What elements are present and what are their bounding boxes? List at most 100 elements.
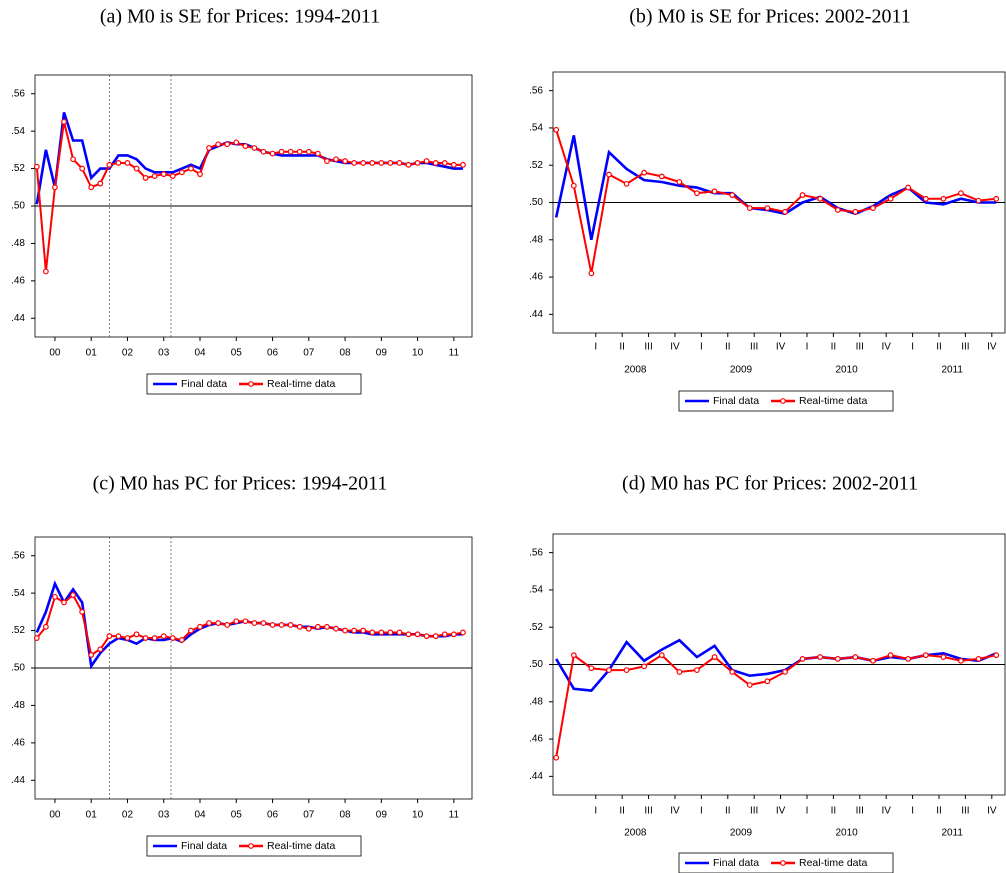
legend-label: Real-time data xyxy=(267,378,335,390)
y-tick-label: .44 xyxy=(529,309,543,320)
point-marker xyxy=(133,631,140,638)
point-marker xyxy=(387,160,394,166)
point-marker xyxy=(242,143,249,150)
x-tick-label: I xyxy=(806,342,809,353)
chart-title: (c) M0 has PC for Prices: 1994-2011 xyxy=(93,473,388,495)
point-marker xyxy=(206,145,212,151)
point-marker xyxy=(61,599,67,606)
point-marker xyxy=(606,171,612,178)
x-tick-label: 11 xyxy=(449,810,460,821)
point-marker xyxy=(834,656,841,662)
x-tick-label: 04 xyxy=(194,810,206,821)
x-tick-label: I xyxy=(700,806,703,817)
point-marker xyxy=(658,173,665,180)
x-tick-label: IV xyxy=(987,342,997,353)
point-marker xyxy=(42,268,49,275)
y-tick-label: .56 xyxy=(529,547,543,558)
point-marker xyxy=(729,669,736,675)
x-tick-label: 01 xyxy=(86,810,98,821)
x-tick-label: 05 xyxy=(231,348,243,359)
point-marker xyxy=(169,635,176,641)
legend-label: Final data xyxy=(713,857,759,869)
point-marker xyxy=(641,663,648,670)
x-tick-label: IV xyxy=(670,806,680,817)
series-line xyxy=(555,638,997,692)
y-tick-label: .46 xyxy=(529,272,543,283)
x-tick-label: III xyxy=(644,342,652,353)
legend-label: Real-time data xyxy=(799,395,867,407)
x-tick-label: 02 xyxy=(122,348,134,359)
x-tick-label: I xyxy=(911,806,914,817)
point-marker xyxy=(623,180,630,187)
y-tick-label: .48 xyxy=(11,700,25,711)
point-marker xyxy=(396,629,403,636)
x-tick-label: 01 xyxy=(86,348,98,359)
point-marker xyxy=(676,669,683,675)
point-marker xyxy=(922,652,929,659)
x-tick-label: 04 xyxy=(194,348,206,359)
point-marker xyxy=(188,627,194,634)
point-marker xyxy=(360,160,367,166)
point-marker xyxy=(106,161,113,168)
chart-title: (a) M0 is SE for Prices: 1994-2011 xyxy=(100,6,380,28)
point-marker xyxy=(852,654,859,660)
point-marker xyxy=(870,657,876,664)
legend-label: Real-time data xyxy=(267,840,335,852)
x-tick-label: II xyxy=(619,806,625,817)
series-line xyxy=(35,121,463,272)
point-marker xyxy=(940,195,947,202)
point-marker xyxy=(387,629,394,636)
point-marker xyxy=(729,192,736,198)
x-tick-label: I xyxy=(594,342,597,353)
x-tick-label: I xyxy=(806,806,809,817)
point-marker xyxy=(351,627,358,634)
point-marker xyxy=(887,195,894,202)
series-line xyxy=(555,129,997,274)
x-tick-label: IV xyxy=(776,342,786,353)
x-tick-label: 00 xyxy=(49,348,61,359)
point-marker xyxy=(287,622,294,628)
point-marker xyxy=(342,158,348,164)
x-group-label: 2010 xyxy=(835,828,858,839)
point-marker xyxy=(746,682,753,688)
point-marker xyxy=(278,622,285,628)
x-tick-label: IV xyxy=(987,806,997,817)
point-marker xyxy=(206,620,212,626)
point-marker xyxy=(269,622,276,628)
point-marker xyxy=(142,635,149,641)
x-group-label: 2008 xyxy=(624,828,647,839)
point-marker xyxy=(694,667,700,673)
point-marker xyxy=(553,754,560,761)
point-marker xyxy=(378,160,385,166)
point-marker xyxy=(423,158,430,164)
x-tick-label: II xyxy=(725,342,731,353)
x-tick-label: I xyxy=(594,806,597,817)
x-tick-label: 08 xyxy=(340,348,352,359)
x-tick-label: 03 xyxy=(158,810,170,821)
point-marker xyxy=(260,620,267,626)
point-marker xyxy=(52,184,58,191)
point-marker xyxy=(588,270,595,277)
x-tick-label: II xyxy=(831,806,837,817)
point-marker xyxy=(142,175,149,181)
point-marker xyxy=(233,139,240,146)
y-tick-label: .46 xyxy=(11,275,25,286)
x-group-label: 2010 xyxy=(835,365,858,376)
point-marker xyxy=(351,160,358,166)
point-marker xyxy=(676,179,683,185)
series-line xyxy=(35,112,463,205)
x-group-label: 2008 xyxy=(624,365,647,376)
y-tick-label: .44 xyxy=(11,775,25,786)
point-marker xyxy=(314,623,321,630)
point-marker xyxy=(52,593,58,600)
point-marker xyxy=(115,633,122,640)
y-tick-label: .44 xyxy=(529,771,543,782)
x-tick-label: 09 xyxy=(376,810,388,821)
y-tick-label: .46 xyxy=(11,737,25,748)
chart-title: (b) M0 is SE for Prices: 2002-2011 xyxy=(629,6,910,28)
legend-marker xyxy=(780,398,786,404)
point-marker xyxy=(97,180,104,187)
point-marker xyxy=(88,652,95,658)
y-tick-label: .50 xyxy=(11,663,25,674)
x-tick-label: III xyxy=(750,342,758,353)
